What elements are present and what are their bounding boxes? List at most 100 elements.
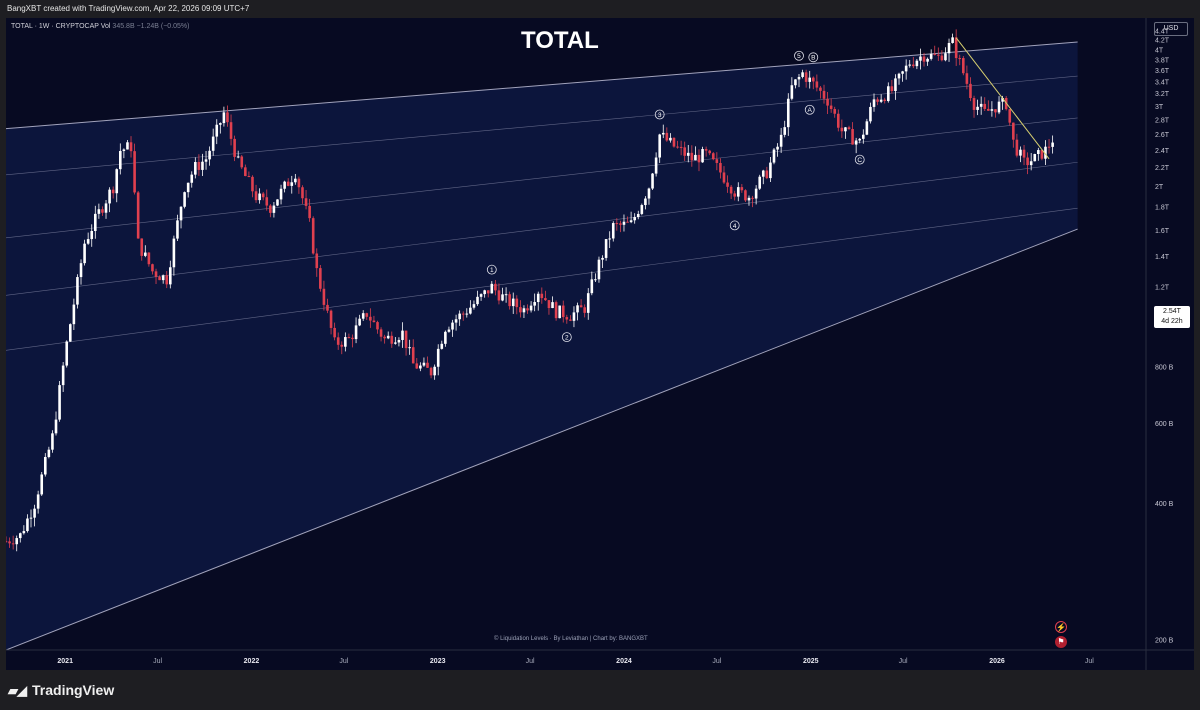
y-tick-label: 2.8T [1155,118,1170,125]
candle-body [529,305,533,311]
candle-body [1040,150,1044,159]
candle-body [879,99,883,102]
candle-body [740,187,744,191]
candle-body [519,307,522,313]
candle-body [940,55,944,61]
candle-body [422,362,426,366]
candle-body [561,305,565,318]
candle-body [658,134,661,158]
candle-body [215,124,219,137]
candle-body [90,230,94,240]
wave-label-3: 3 [658,112,662,119]
candle-body [933,53,937,55]
candle-body [8,541,11,544]
candle-body [494,283,497,291]
wave-label-2: 2 [565,335,569,342]
candle-body [433,366,436,376]
candle-body [672,137,676,147]
chart-footer-note: © Liquidation Levels · By Leviathan | Ch… [494,636,648,642]
attribution-text: BangXBT created with TradingView.com, Ap… [7,4,250,13]
candle-body [583,307,586,313]
x-tick-label: Jul [899,658,908,665]
candle-body [154,271,158,277]
branding-bar: ▰◢ TradingView [0,672,1200,710]
candle-body [776,146,779,150]
candle-body [1008,109,1012,123]
candle-body [440,343,444,349]
candle-body [47,449,51,457]
wave-label-B: B [811,55,815,62]
candle-body [704,149,708,151]
candle-body [272,205,276,213]
wave-marker [854,154,865,165]
candle-body [754,188,758,199]
candle-body [576,305,579,313]
candle-body [147,252,151,265]
candle-body [54,419,58,434]
currency-button[interactable]: USD [1154,22,1188,36]
candle-body [586,293,590,313]
y-tick-label: 800 B [1155,364,1174,371]
y-tick-label: 1.6T [1155,228,1170,235]
y-tick-label: 2.2T [1155,165,1170,172]
candle-body [801,72,804,77]
y-tick-label: 200 B [1155,637,1174,644]
symbol-legend[interactable]: TOTAL · 1W · CRYPTOCAP Vol 345.8B −1.24B… [11,23,190,30]
wave-label-5: 5 [797,53,801,60]
candle-body [497,290,501,301]
y-tick-label: 3.4T [1155,79,1170,86]
candle-body [565,317,569,320]
y-tick-label: 3.8T [1155,57,1170,64]
candle-body [790,85,794,99]
candle-body [115,169,119,194]
candle-body [822,90,826,99]
candle-body [144,252,147,256]
candle-body [465,313,469,315]
candle-body [444,331,447,344]
candle-body [987,108,990,111]
candle-body [265,197,269,206]
candle-body [511,298,515,307]
candle-body [708,150,711,154]
candle-body [751,197,754,199]
candle-body [304,198,308,206]
candle-body [119,150,122,170]
candle-body [129,142,133,152]
y-tick-label: 2T [1155,184,1164,191]
candle-body [636,213,640,218]
tradingview-logo[interactable]: ▰◢ TradingView [8,682,114,699]
candle-body [169,267,172,285]
candle-body [1047,146,1051,148]
candle-body [104,203,108,213]
candle-body [951,37,954,43]
candle-body [33,508,36,518]
flag-icon[interactable]: ⚑ [1055,636,1067,648]
candle-body [983,103,987,109]
candle-body [26,518,29,532]
candle-body [308,205,311,219]
channel-line [6,161,1078,296]
wave-label-A: A [808,107,813,114]
candle-body [333,327,336,338]
candle-body [208,150,211,160]
candle-body [183,192,186,207]
candle-body [94,213,97,231]
candle-body [779,134,783,147]
candle-body [1044,146,1047,159]
candle-body [1029,161,1033,166]
candle-body [419,365,422,369]
candle-body [18,533,22,539]
wave-marker [561,332,572,343]
channel-fill [6,42,1078,651]
candle-body [811,77,815,82]
candle-body [508,294,511,307]
lightning-icon[interactable]: ⚡ [1055,621,1067,633]
candle-body [72,304,76,325]
candle-body [165,275,169,285]
y-tick-label: 400 B [1155,501,1174,508]
candle-body [872,99,876,107]
candle-body [1001,97,1004,102]
candle-body [1022,149,1026,158]
